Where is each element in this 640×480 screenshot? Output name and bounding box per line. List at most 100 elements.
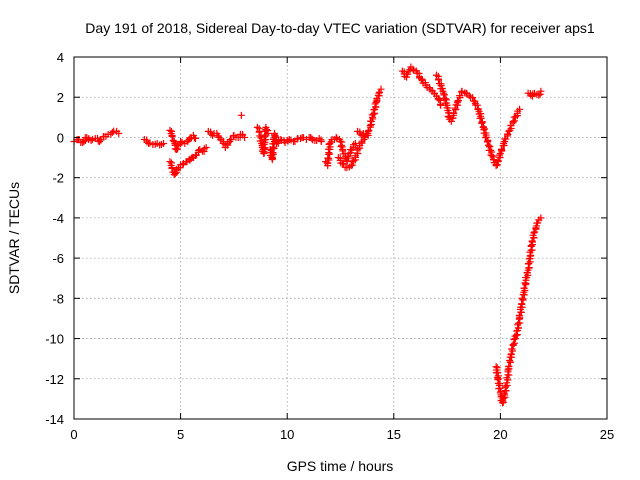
data-point-interp <box>508 345 516 353</box>
data-point <box>166 126 174 134</box>
y-tick-label: -4 <box>52 211 64 226</box>
grid-lines <box>74 57 607 419</box>
data-point-interp <box>268 148 276 156</box>
data-point <box>202 144 210 151</box>
data-point <box>492 162 500 170</box>
data-point-interp <box>484 141 492 149</box>
data-point <box>108 128 116 136</box>
data-point-interp <box>530 229 538 237</box>
data-point <box>241 133 249 141</box>
y-tick-label: -6 <box>52 251 64 266</box>
data-point-interp <box>534 219 542 227</box>
data-point-interp <box>454 97 462 105</box>
x-tick-label: 15 <box>387 427 401 442</box>
data-point-interp <box>171 170 179 178</box>
data-point <box>326 139 334 147</box>
y-axis-label: SDTVAR / TECUs <box>6 182 22 294</box>
data-point <box>447 117 455 125</box>
data-point-interp <box>510 335 518 343</box>
data-point <box>277 135 285 143</box>
data-point <box>160 139 168 147</box>
y-tick-label: -12 <box>45 372 64 387</box>
data-point-interp <box>168 164 176 172</box>
data-point <box>435 95 443 103</box>
y-tick-label: -8 <box>52 291 64 306</box>
data-point-interp <box>450 109 458 117</box>
data-point <box>377 85 385 93</box>
data-point <box>488 152 496 160</box>
data-point-interp <box>435 76 443 84</box>
y-tick-labels: -14 -12 -10 -8 -6 -4 -2 0 2 4 <box>45 50 64 427</box>
data-point <box>405 67 413 75</box>
data-point-interp <box>489 156 497 164</box>
data-point <box>537 87 545 95</box>
data-point-interp <box>482 133 490 141</box>
data-point-interp <box>520 284 528 292</box>
data-point-interp <box>505 362 513 370</box>
data-point <box>364 131 372 139</box>
data-series-aps1 <box>70 63 545 407</box>
data-point <box>264 129 272 137</box>
x-tick-label: 5 <box>177 427 184 442</box>
y-tick-label: 2 <box>57 90 64 105</box>
data-point-interp <box>169 137 177 145</box>
data-point <box>509 341 517 349</box>
data-point-interp <box>527 242 535 250</box>
data-point-interp <box>143 138 151 146</box>
data-point-interp <box>376 88 384 96</box>
data-point-interp <box>478 119 486 127</box>
x-tick-label: 0 <box>70 427 77 442</box>
data-point <box>345 150 353 158</box>
data-point <box>115 129 123 137</box>
data-point <box>437 101 445 109</box>
y-tick-label: -10 <box>45 332 64 347</box>
data-point <box>351 139 359 147</box>
data-point-interp <box>505 371 513 379</box>
data-point-interp <box>308 135 316 143</box>
data-point-interp <box>168 133 176 141</box>
y-tick-label: -14 <box>45 412 64 427</box>
data-point <box>418 75 426 83</box>
data-point-interp <box>528 237 536 245</box>
x-tick-labels: 0 5 10 15 20 25 <box>70 427 614 442</box>
chart-title: Day 191 of 2018, Sidereal Day-to-day VTE… <box>85 20 595 36</box>
data-point-interp <box>497 145 505 153</box>
data-point-interp <box>324 154 332 162</box>
y-tick-label: 4 <box>57 50 64 65</box>
data-point <box>166 158 174 166</box>
axis-ticks <box>73 56 608 420</box>
data-point-interp <box>493 161 501 169</box>
y-tick-label: 0 <box>57 130 64 145</box>
data-point <box>516 105 524 113</box>
data-point-interp <box>517 308 525 316</box>
x-axis-label: GPS time / hours <box>287 458 394 474</box>
data-point-interp <box>255 128 263 136</box>
data-point-interp <box>456 92 464 100</box>
data-point-interp <box>495 151 503 159</box>
data-point-interp <box>536 90 544 98</box>
data-point-interp <box>504 366 512 374</box>
data-point <box>535 91 543 99</box>
data-point-interp <box>80 138 88 146</box>
data-point-interp <box>404 70 412 78</box>
x-tick-label: 10 <box>280 427 294 442</box>
data-point <box>237 111 245 119</box>
data-point-interp <box>469 94 477 102</box>
data-point-interp <box>227 135 235 143</box>
data-point <box>285 135 293 143</box>
data-point-interp <box>483 138 491 146</box>
data-point <box>177 137 185 145</box>
data-point <box>317 137 325 145</box>
plot-frame <box>73 56 608 420</box>
data-point <box>192 134 200 142</box>
x-tick-label: 20 <box>493 427 507 442</box>
data-point <box>96 137 104 145</box>
data-point-interp <box>195 146 203 154</box>
data-point <box>375 89 383 97</box>
y-tick-label: -2 <box>52 171 64 186</box>
data-point <box>454 97 462 105</box>
data-point-interp <box>444 112 452 120</box>
data-point <box>537 214 545 222</box>
x-tick-label: 25 <box>600 427 614 442</box>
data-point <box>87 136 95 144</box>
